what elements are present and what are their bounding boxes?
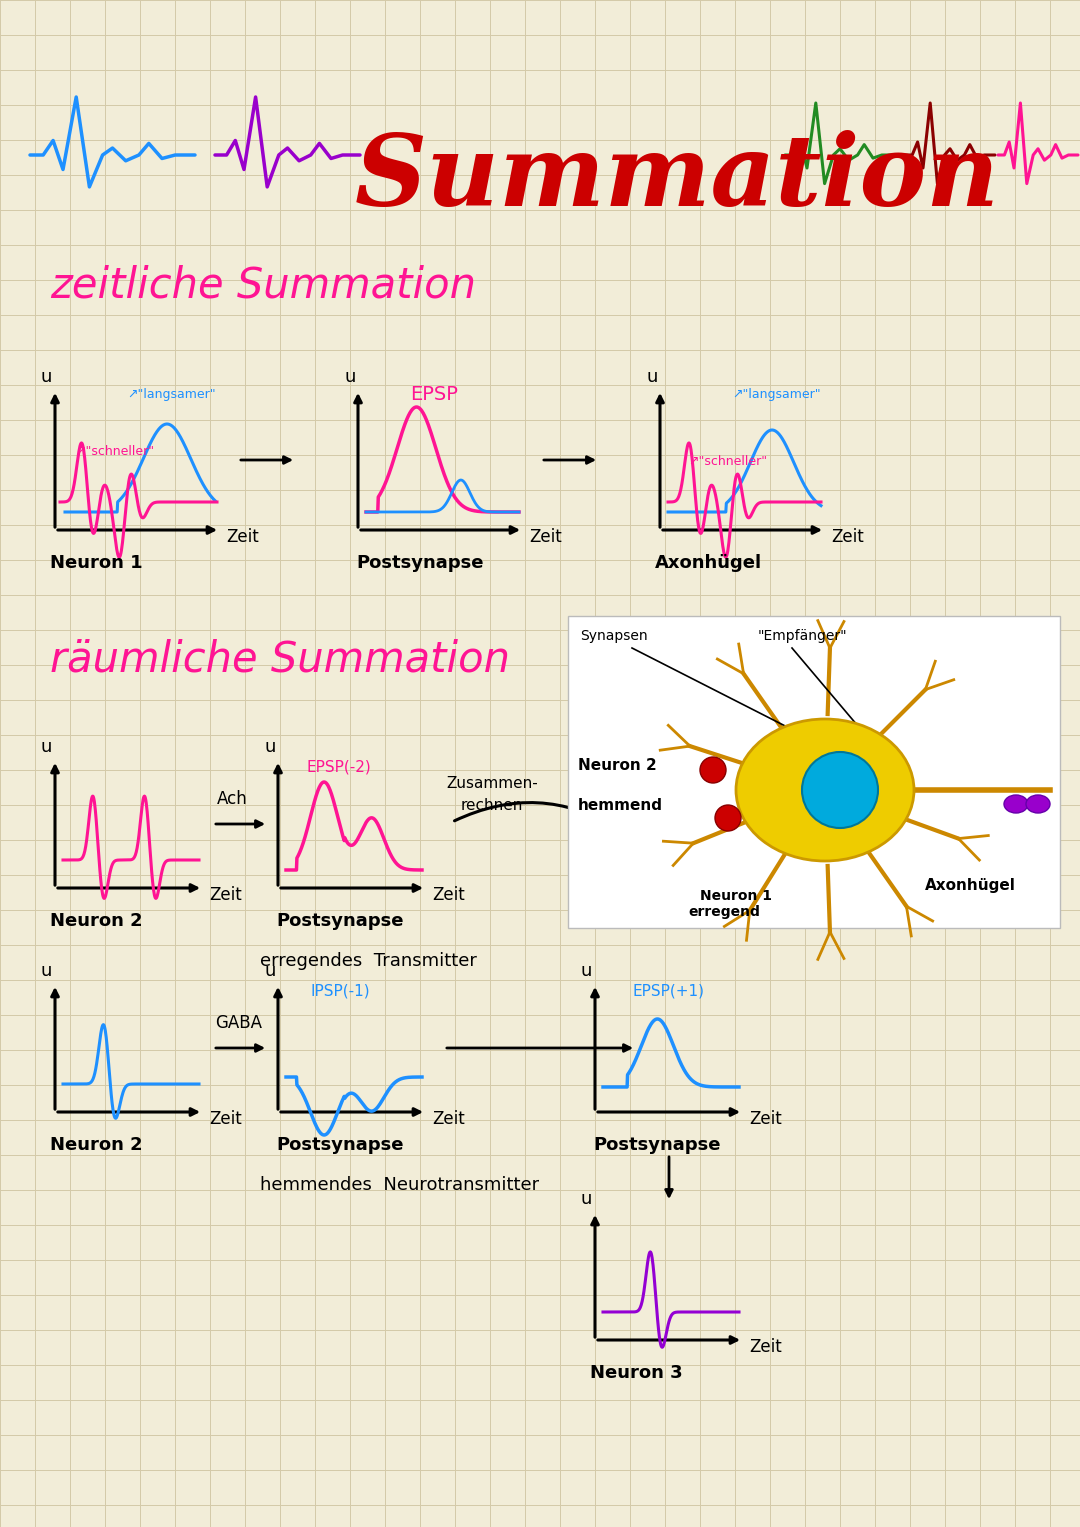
Circle shape (802, 751, 878, 828)
Text: zeitliche Summation: zeitliche Summation (50, 264, 476, 305)
Text: ↗"schneller": ↗"schneller" (688, 455, 767, 467)
Text: räumliche Summation: räumliche Summation (50, 638, 510, 681)
Ellipse shape (1004, 796, 1028, 812)
Text: Zeit: Zeit (529, 528, 562, 547)
Text: Synapsen: Synapsen (580, 629, 648, 643)
Text: ↗"langsamer": ↗"langsamer" (127, 388, 216, 402)
FancyBboxPatch shape (568, 615, 1059, 928)
Text: u: u (581, 962, 592, 980)
Text: hemmend: hemmend (578, 799, 663, 812)
Text: Postsynapse: Postsynapse (276, 1136, 404, 1154)
Text: EPSP(+1): EPSP(+1) (633, 983, 705, 999)
Text: Zeit: Zeit (432, 1110, 464, 1128)
Text: u: u (41, 962, 52, 980)
Text: Zeit: Zeit (432, 886, 464, 904)
Text: u: u (41, 368, 52, 386)
Text: Ach: Ach (217, 789, 247, 808)
Text: erregendes  Transmitter: erregendes Transmitter (260, 951, 477, 970)
Circle shape (700, 757, 726, 783)
Ellipse shape (735, 719, 914, 861)
Text: Neuron 2: Neuron 2 (50, 1136, 143, 1154)
Text: rechnen: rechnen (461, 799, 523, 812)
Text: u: u (41, 738, 52, 756)
Text: Zeit: Zeit (210, 1110, 242, 1128)
Text: hemmendes  Neurotransmitter: hemmendes Neurotransmitter (260, 1176, 539, 1194)
Text: u: u (646, 368, 658, 386)
Text: Axonhügel: Axonhügel (654, 554, 762, 573)
Text: Summation: Summation (355, 130, 1000, 226)
Text: EPSP: EPSP (410, 385, 458, 405)
Text: Neuron 3: Neuron 3 (590, 1364, 683, 1382)
Text: u: u (264, 738, 275, 756)
Text: u: u (581, 1190, 592, 1208)
Text: Postsynapse: Postsynapse (276, 912, 404, 930)
Text: IPSP(-1): IPSP(-1) (310, 983, 369, 999)
Text: Axonhügel: Axonhügel (924, 878, 1016, 893)
Circle shape (715, 805, 741, 831)
Text: Postsynapse: Postsynapse (593, 1136, 720, 1154)
Text: Neuron 1: Neuron 1 (50, 554, 143, 573)
Text: Zeit: Zeit (750, 1338, 782, 1356)
Text: Neuron 2: Neuron 2 (578, 757, 657, 773)
Text: ↗"schneller": ↗"schneller" (75, 444, 154, 458)
Text: ↗"langsamer": ↗"langsamer" (732, 388, 821, 402)
Text: Zeit: Zeit (210, 886, 242, 904)
Text: GABA: GABA (215, 1014, 262, 1032)
Text: Zeit: Zeit (750, 1110, 782, 1128)
Text: u: u (345, 368, 355, 386)
Text: Neuron 1: Neuron 1 (700, 889, 772, 902)
Text: erregend: erregend (688, 906, 760, 919)
Text: EPSP(-2): EPSP(-2) (306, 760, 370, 776)
Text: Zusammen-: Zusammen- (446, 776, 538, 791)
Ellipse shape (1026, 796, 1050, 812)
Text: Zeit: Zeit (831, 528, 864, 547)
Text: u: u (264, 962, 275, 980)
Text: "Empfänger": "Empfänger" (758, 629, 848, 643)
Text: Neuron 2: Neuron 2 (50, 912, 143, 930)
Text: Zeit: Zeit (226, 528, 259, 547)
Text: Postsynapse: Postsynapse (356, 554, 484, 573)
